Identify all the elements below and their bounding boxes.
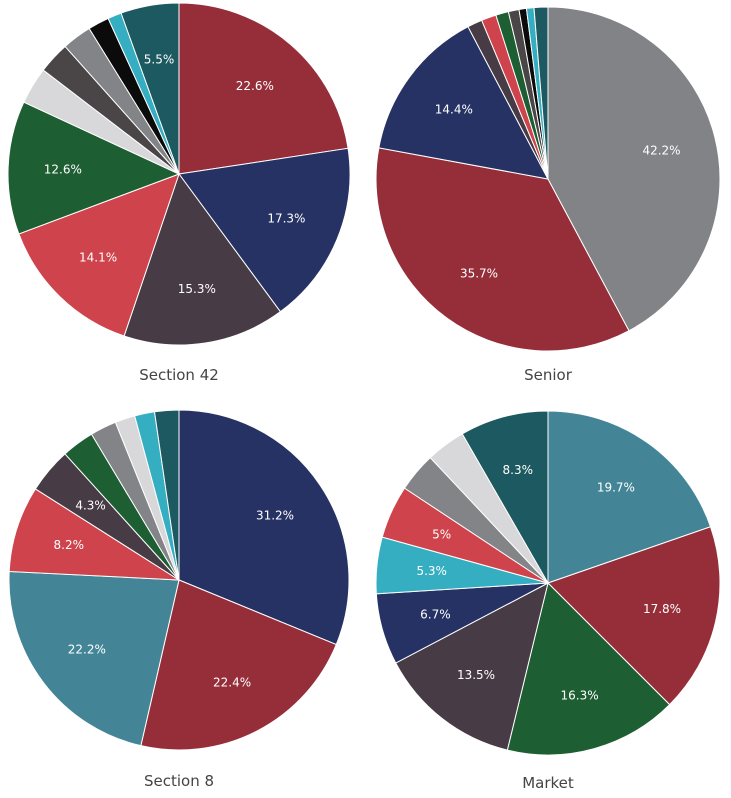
pie-senior-slice-1 (547, 6, 721, 332)
pie-section-42-slice-4 (18, 173, 180, 337)
pie-section-8-slice-3 (8, 570, 180, 747)
pie-market-slice-10 (461, 410, 549, 585)
pie-section-42-title: Section 42 (139, 366, 219, 384)
pie-senior-slice-2 (375, 147, 630, 352)
pie-market-slice-4 (395, 582, 549, 751)
pie-market-slice-4-label: 13.5% (457, 668, 495, 682)
pie-senior-slice-3-label: 14.4% (435, 103, 473, 117)
pie-section-8-slice-5-label: 4.3% (75, 499, 106, 513)
pie-market-slice-1 (547, 410, 712, 584)
pie-section-42-slice-2 (178, 147, 351, 313)
pie-section-8-slice-4-label: 8.2% (54, 538, 85, 552)
pie-section-42-slice-5-label: 12.6% (44, 163, 82, 177)
pie-market-slice-10-label: 8.3% (503, 463, 534, 477)
pie-section-42-slice-11-label: 5.5% (144, 53, 175, 67)
pie-section-8-slice-3-label: 22.2% (68, 643, 106, 657)
pie-senior: 42.2% 35.7% 14.4% Senior (375, 6, 721, 384)
pie-section-42-slice-5 (7, 101, 181, 235)
pie-market-slice-3 (506, 582, 671, 756)
pie-senior-slices: 42.2% 35.7% 14.4% (375, 6, 721, 352)
pie-senior-slice-3 (378, 26, 549, 180)
pie-section-8-slice-10 (153, 409, 180, 581)
pie-section-8-slice-2-label: 22.4% (213, 676, 251, 690)
pie-market-slice-7-label: 5% (432, 528, 451, 542)
pie-section-42: 22.6% 17.3% 15.3% 14.1% 12.6% 5.5% Section 42 (7, 2, 351, 384)
pie-market-slice-2 (547, 526, 721, 706)
pie-section-42-slice-2-label: 17.3% (267, 212, 305, 226)
pie-market-slices: 19.7% 17.8% 16.3% 13.5% 6.7% 5.3% 5% 8.3% (375, 410, 721, 756)
pie-section-42-slice-3 (123, 172, 282, 346)
pie-market-slice-1-label: 19.7% (597, 481, 635, 495)
pie-section-42-slice-4-label: 14.1% (79, 251, 117, 265)
pie-section-8-slice-2 (140, 579, 337, 751)
pie-market: 19.7% 17.8% 16.3% 13.5% 6.7% 5.3% 5% 8.3% Marke… (375, 410, 721, 792)
pie-market-slice-3-label: 16.3% (561, 689, 599, 703)
pie-market-slice-6-label: 5.3% (416, 564, 447, 578)
pie-section-8-slice-1 (178, 409, 350, 646)
pie-section-8-slice-1-label: 31.2% (256, 509, 294, 523)
pie-section-42-slice-1-label: 22.6% (236, 79, 274, 93)
pie-section-8-title: Section 8 (144, 772, 214, 790)
pie-section-8: 31.2% 22.4% 22.2% 8.2% 4.3% Section 8 (8, 409, 350, 790)
pie-senior-slice-2-label: 35.7% (460, 266, 498, 280)
pie-section-42-slice-1 (178, 2, 349, 175)
pie-senior-title: Senior (524, 366, 573, 384)
pie-market-slice-5-label: 6.7% (420, 608, 451, 622)
pie-section-8-slices: 31.2% 22.4% 22.2% 8.2% 4.3% (8, 409, 350, 751)
pie-market-slice-2-label: 17.8% (643, 602, 681, 616)
pie-market-title: Market (522, 774, 574, 792)
pie-senior-slice-10 (533, 6, 549, 180)
pie-section-8-slice-4 (8, 488, 181, 581)
pie-section-42-slice-3-label: 15.3% (178, 282, 216, 296)
pie-senior-slice-1-label: 42.2% (642, 144, 680, 158)
pie-section-42-slice-11 (120, 2, 180, 175)
pie-section-42-slices: 22.6% 17.3% 15.3% 14.1% 12.6% 5.5% (7, 2, 351, 346)
